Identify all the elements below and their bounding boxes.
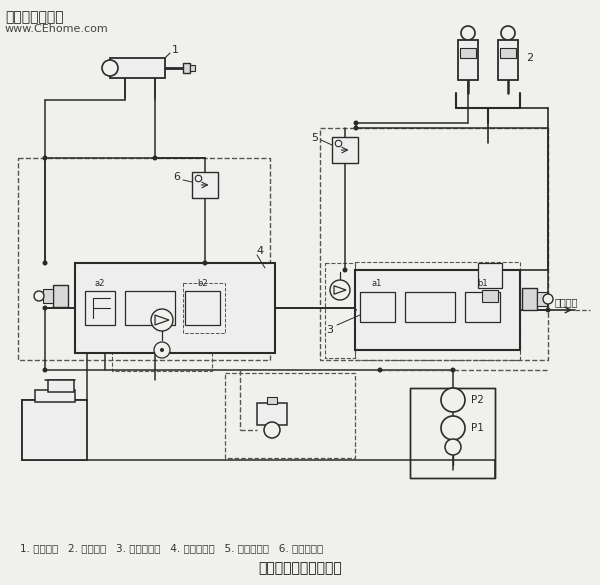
Text: 6: 6	[173, 172, 181, 182]
Circle shape	[451, 367, 455, 373]
Text: 2: 2	[526, 53, 533, 63]
Bar	[257, 403, 287, 425]
Bar	[267, 397, 277, 404]
Text: 5: 5	[311, 133, 319, 143]
Circle shape	[330, 280, 350, 300]
Bar	[190, 65, 195, 71]
Text: 1: 1	[172, 45, 179, 55]
Bar	[110, 58, 165, 78]
Text: www.CEhome.com: www.CEhome.com	[5, 24, 109, 34]
Circle shape	[43, 367, 47, 373]
Bar	[112, 293, 212, 371]
Bar	[22, 400, 87, 460]
Text: P1: P1	[471, 423, 484, 433]
Circle shape	[343, 267, 347, 273]
Bar	[498, 40, 518, 80]
Circle shape	[160, 348, 164, 352]
Text: 4: 4	[256, 246, 263, 256]
Circle shape	[34, 291, 44, 301]
Bar	[355, 270, 520, 350]
Bar	[410, 388, 495, 478]
Bar	[225, 373, 355, 458]
Bar	[482, 290, 498, 302]
Circle shape	[353, 126, 359, 130]
Bar	[522, 288, 537, 310]
Circle shape	[445, 439, 461, 455]
Circle shape	[441, 416, 465, 440]
Text: b2: b2	[197, 278, 208, 287]
Circle shape	[43, 305, 47, 311]
Circle shape	[43, 260, 47, 266]
Polygon shape	[334, 286, 346, 294]
Bar	[405, 292, 455, 322]
Text: P2: P2	[471, 395, 484, 405]
Bar	[465, 292, 500, 322]
Bar	[537, 292, 547, 306]
Bar	[183, 63, 190, 73]
Text: b1: b1	[478, 280, 488, 288]
Bar	[332, 137, 358, 163]
Circle shape	[335, 140, 342, 147]
Circle shape	[102, 60, 118, 76]
Bar	[85, 291, 115, 325]
Circle shape	[501, 26, 515, 40]
Bar	[355, 262, 520, 360]
Circle shape	[353, 121, 359, 126]
Polygon shape	[155, 315, 169, 325]
Circle shape	[195, 176, 202, 182]
Circle shape	[203, 260, 208, 266]
Bar	[125, 291, 175, 325]
Bar	[183, 283, 225, 333]
Text: a2: a2	[95, 278, 105, 287]
Circle shape	[543, 294, 553, 304]
Bar	[478, 263, 502, 288]
Text: 铁甲工程机械网: 铁甲工程机械网	[5, 10, 64, 24]
Circle shape	[264, 422, 280, 438]
Text: 1. 斗杆油缸   2. 动臂油缸   3. 动臂换向阀   4. 斗杆换向阀   5. 动臂逻辑阀   6. 斗杆逻辑阀: 1. 斗杆油缸 2. 动臂油缸 3. 动臂换向阀 4. 斗杆换向阀 5. 动臂逻…	[20, 543, 323, 553]
Bar	[500, 48, 516, 58]
Bar	[18, 158, 270, 360]
Circle shape	[152, 156, 157, 160]
Circle shape	[461, 26, 475, 40]
Bar	[75, 263, 275, 353]
Bar	[360, 292, 395, 322]
Bar	[53, 285, 68, 307]
Bar	[460, 48, 476, 58]
Bar	[320, 128, 548, 360]
Circle shape	[154, 342, 170, 358]
Circle shape	[43, 156, 47, 160]
Circle shape	[377, 367, 383, 373]
Bar	[48, 380, 74, 392]
Text: a1: a1	[372, 280, 382, 288]
Bar	[35, 390, 75, 402]
Text: 斗杆与动臂合流原理图: 斗杆与动臂合流原理图	[258, 561, 342, 575]
Bar	[458, 40, 478, 80]
Bar	[192, 172, 218, 198]
Circle shape	[545, 308, 551, 312]
Bar	[43, 289, 53, 303]
Circle shape	[151, 309, 173, 331]
Text: 主换向阀: 主换向阀	[555, 297, 578, 307]
Text: 3: 3	[326, 325, 334, 335]
Bar	[325, 263, 355, 358]
Circle shape	[441, 388, 465, 412]
Bar	[185, 291, 220, 325]
